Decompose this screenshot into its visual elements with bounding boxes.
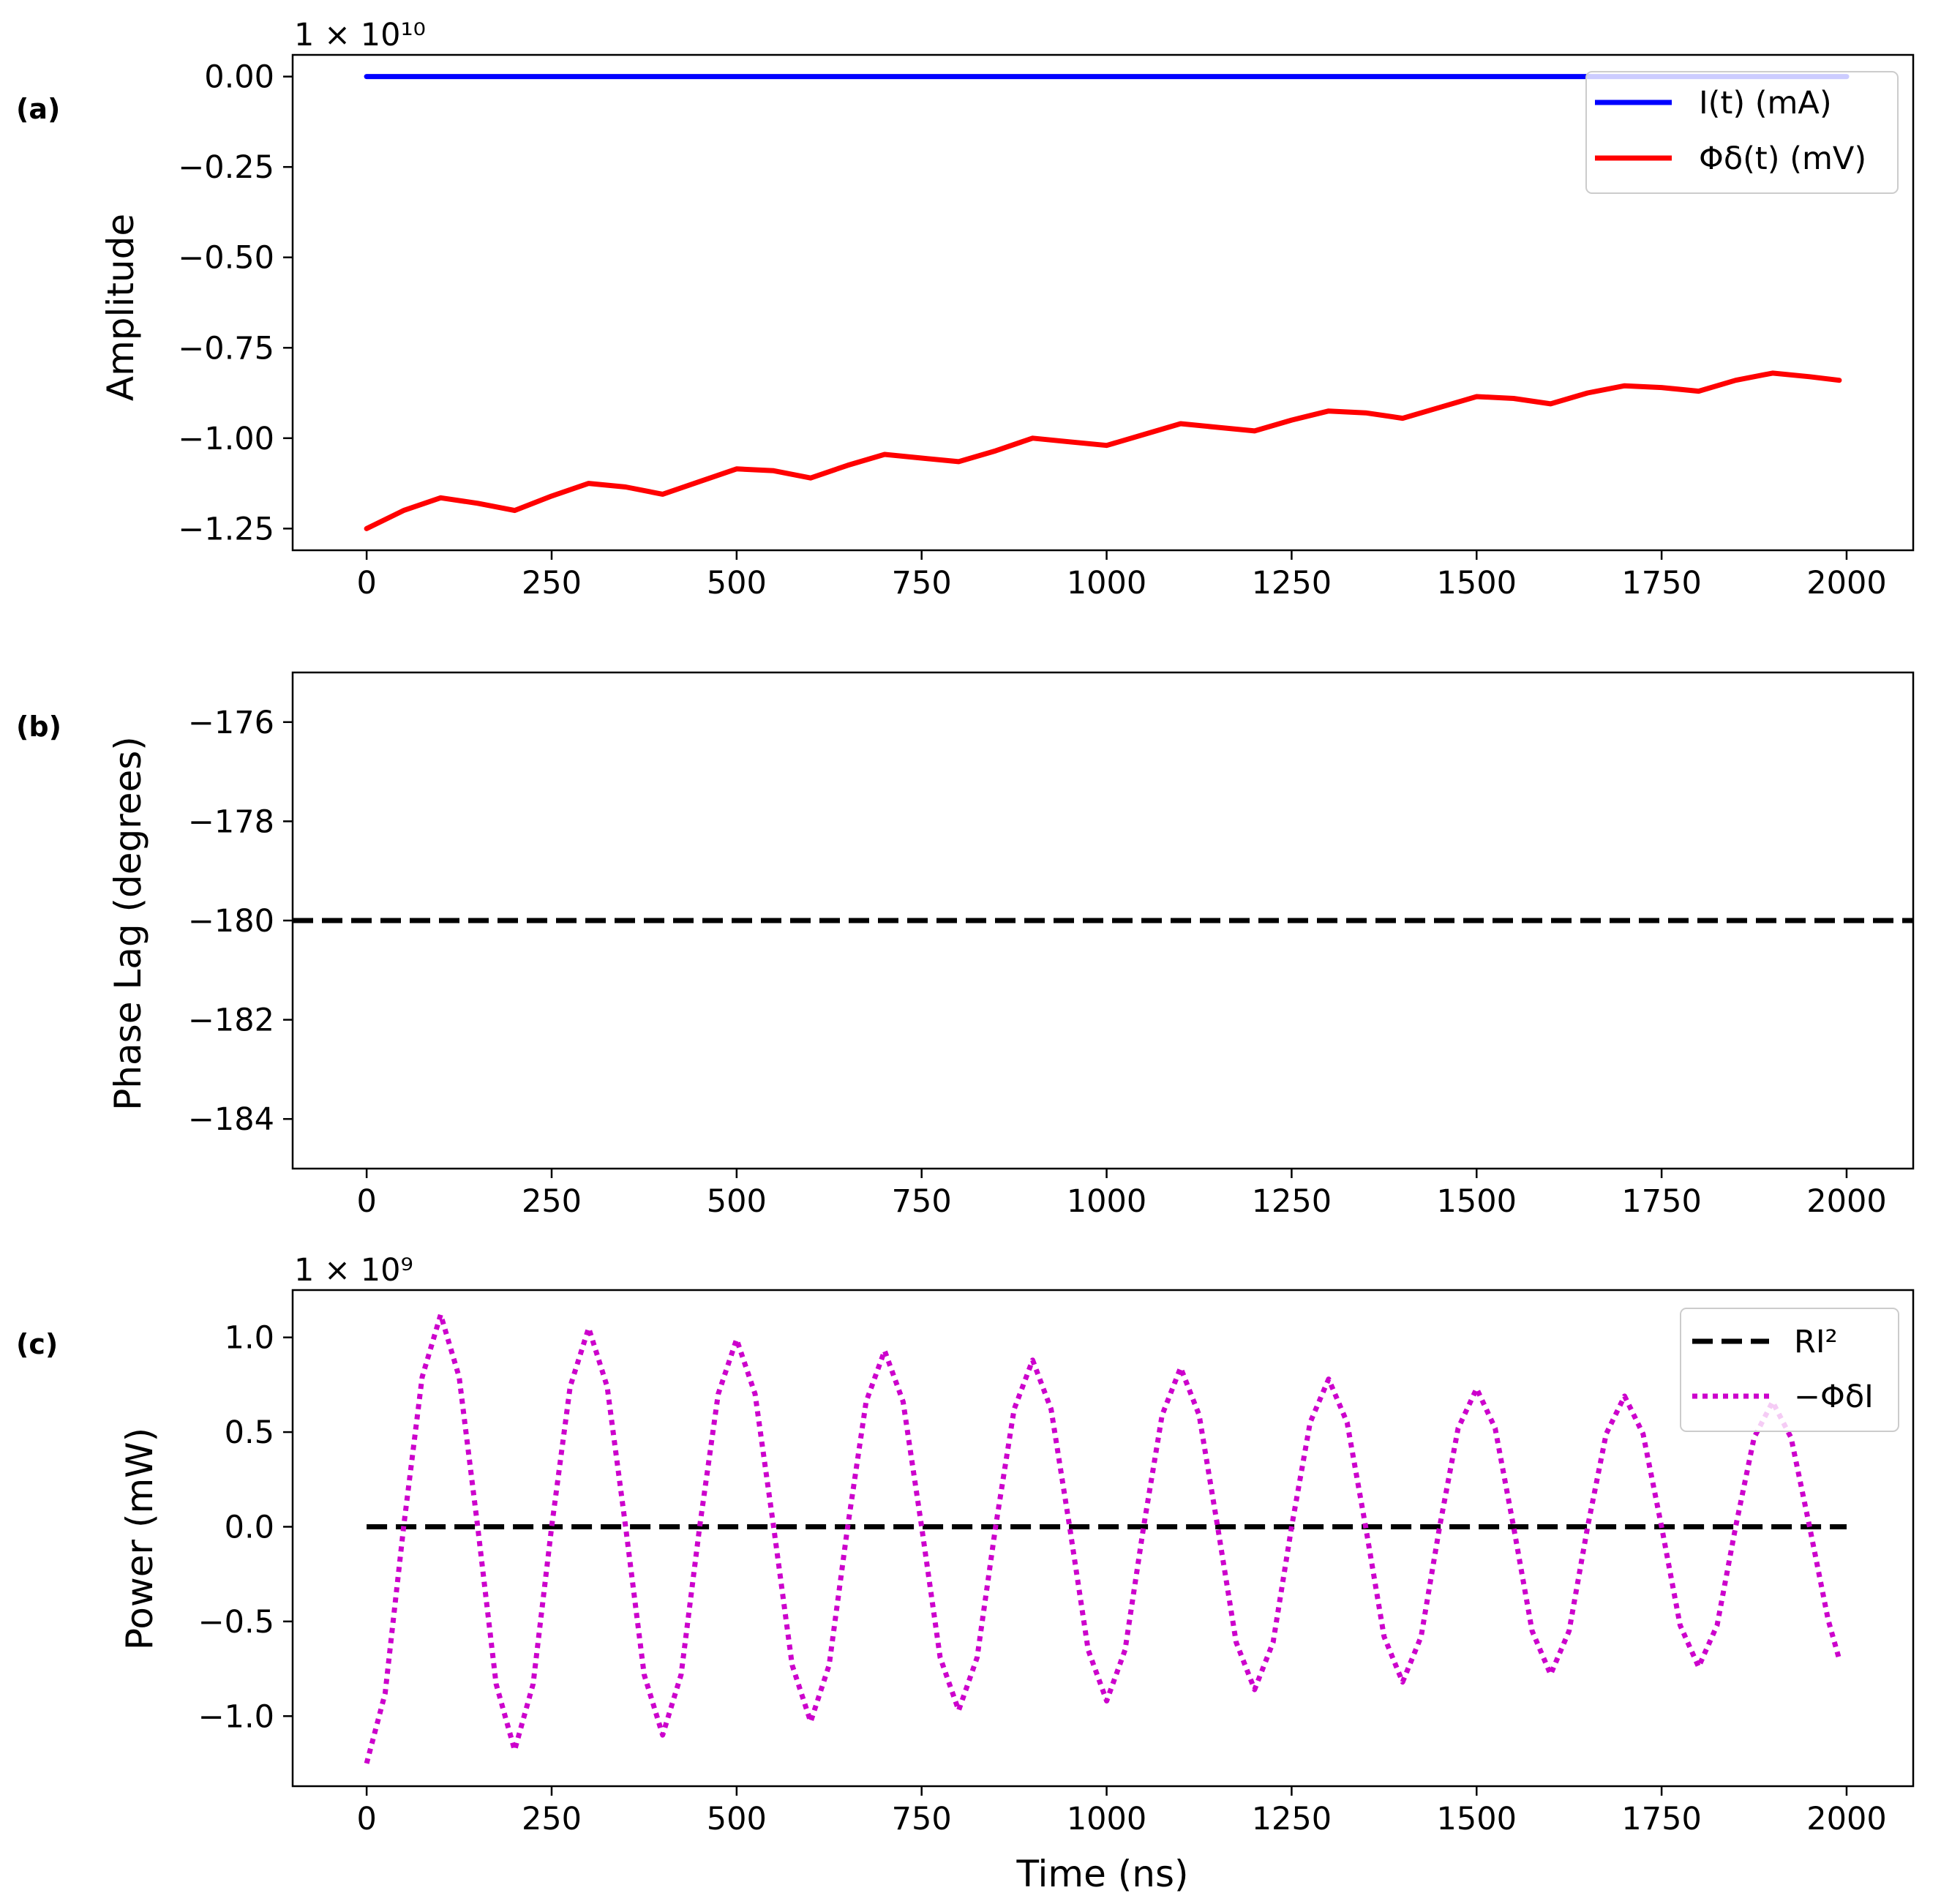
panel-c-xtick-label-2: 500 [707,1801,767,1837]
panel-c-ylabel: Power (mW) [119,1428,161,1650]
panel-a-ytick-label-0: 0.00 [204,59,274,96]
panel-b-xtick-label-4: 1000 [1067,1183,1146,1220]
legend-label-joule: RI² [1794,1324,1838,1360]
panel-c-ytick-label-0: 1.0 [225,1320,274,1357]
legend-label-current: I(t) (mA) [1699,85,1832,121]
panel-a-xtick-label-2: 500 [707,565,767,601]
panel-c-xtick-label-7: 1750 [1621,1801,1701,1837]
panel-c-ytick-label-2: 0.0 [225,1509,274,1545]
panel-b-xtick-label-0: 0 [356,1183,376,1220]
legend-label-voltage: Φδ(t) (mV) [1699,140,1866,177]
panel-c-ytick-label-3: −0.5 [198,1604,274,1641]
panel-c-xtick-label-1: 250 [522,1801,582,1837]
panel-b-ytick-label-4: −184 [188,1101,274,1138]
panel-label-a: (a) [16,93,60,125]
panel-a-ylabel: Amplitude [100,214,142,401]
panel-b-xtick-label-5: 1250 [1252,1183,1332,1220]
panel-c-axes-frame [291,1289,1915,1788]
panel-label-b: (b) [16,711,61,743]
panel-b-xtick-label-3: 750 [892,1183,952,1220]
panel-c-xlabel: Time (ns) [1015,1853,1188,1895]
panel-a-offset-text: 1 × 10¹⁰ [294,17,426,53]
panel-a-axes-frame [291,53,1915,552]
panel-c: (c) 1 × 10⁹ Power (mW) Time (ns) 0 250 500… [16,1252,1915,1895]
panel-b-ylabel: Phase Lag (degrees) [107,736,149,1111]
panel-a-xtick-label-1: 250 [522,565,582,601]
panel-a-ytick-label-4: −1.00 [178,421,274,457]
panel-c-series-group [364,1312,1847,1764]
panel-b-xtick-label-8: 2000 [1806,1183,1886,1220]
panel-b-ytick-label-1: −178 [188,803,274,840]
panel-c-offset-text: 1 × 10⁹ [294,1252,413,1289]
panel-a-xtick-label-8: 2000 [1806,565,1886,601]
panel-c-legend: RI² −ΦδI [1680,1308,1899,1432]
panel-c-xtick-label-6: 1500 [1437,1801,1517,1837]
legend-label-power: −ΦδI [1794,1379,1874,1415]
panel-a-xtick-label-3: 750 [892,565,952,601]
panel-a-legend: I(t) (mA) Φδ(t) (mV) [1585,71,1899,194]
panel-c-ytick-label-4: −1.0 [198,1698,274,1735]
panel-b-xtick-label-7: 1750 [1621,1183,1701,1220]
panel-a-ytick-label-2: −0.50 [178,240,274,277]
panel-a-ytick-label-1: −0.25 [178,149,274,186]
panel-c-ytick-label-1: 0.5 [225,1414,274,1451]
panel-c-xtick-label-5: 1250 [1252,1801,1332,1837]
panel-c-xtick-label-8: 2000 [1806,1801,1886,1837]
panel-c-xtick-label-4: 1000 [1067,1801,1146,1837]
panel-b-xtick-label-1: 250 [522,1183,582,1220]
panel-a: (a) 1 × 10¹⁰ Amplitude 0 250 500 750 1000 125… [16,17,1915,601]
panel-c-xtick-label-0: 0 [356,1801,376,1837]
panel-label-c: (c) [16,1328,58,1360]
panel-c-plot-area: 0 250 500 750 1000 1250 1500 1750 2000 1.0 0.5 0.0 −… [198,1289,1915,1837]
panel-b-ytick-label-3: −182 [188,1002,274,1039]
panel-a-series-1-line [364,370,1842,531]
panel-b-xtick-label-2: 500 [707,1183,767,1220]
panel-a-xtick-label-0: 0 [356,565,376,601]
panel-a-xtick-label-4: 1000 [1067,565,1146,601]
panel-a-ytick-label-5: −1.25 [178,511,274,547]
panel-a-xtick-label-7: 1750 [1621,565,1701,601]
panel-c-series-1-line [364,1312,1842,1764]
panel-a-ytick-label-3: −0.75 [178,330,274,367]
panel-b: (b) Phase Lag (degrees) 0 250 500 750 1000 12… [16,671,1915,1220]
panel-b-ytick-label-2: −180 [188,903,274,940]
panel-c-xtick-label-3: 750 [892,1801,952,1837]
panel-b-ytick-label-0: −176 [188,705,274,741]
panel-b-xtick-label-6: 1500 [1437,1183,1517,1220]
panel-a-xtick-label-5: 1250 [1252,565,1332,601]
panel-a-xtick-label-6: 1500 [1437,565,1517,601]
panel-b-plot-area: 0 250 500 750 1000 1250 1500 1750 2000 −176 −178 −1… [188,671,1915,1220]
